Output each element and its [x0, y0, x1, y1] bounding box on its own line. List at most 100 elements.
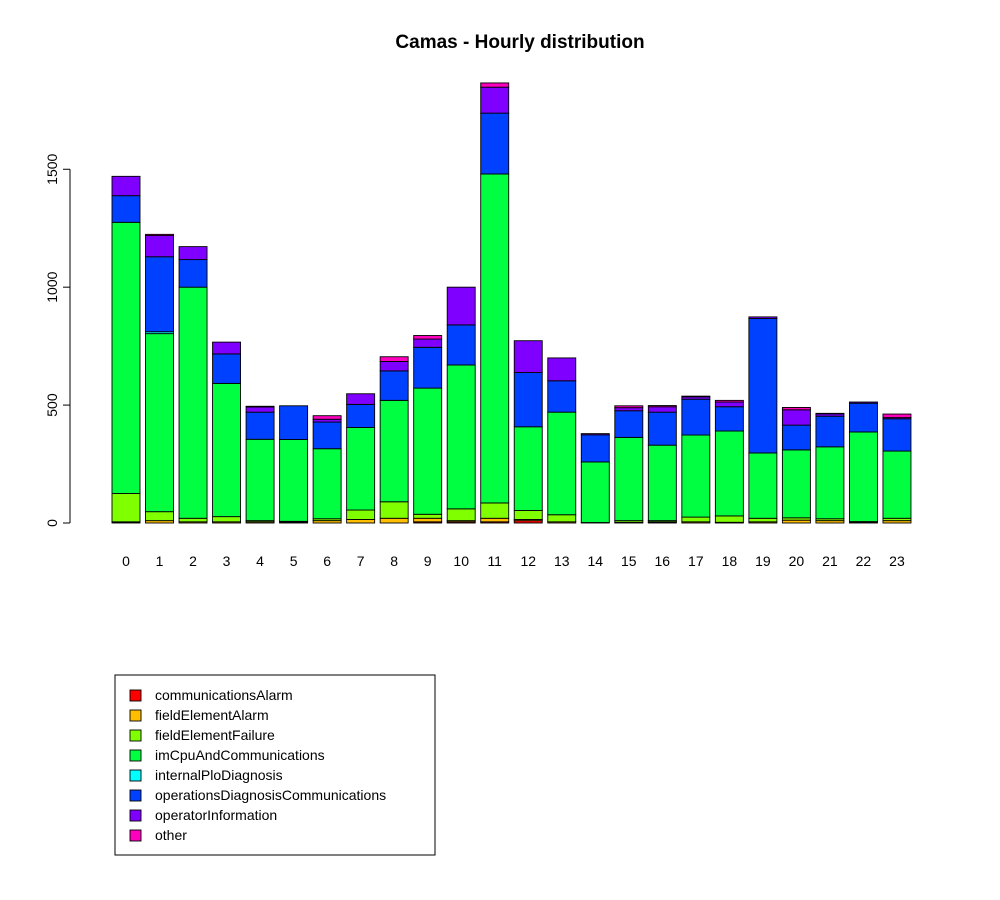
bar-segment — [714, 406, 744, 432]
bar-segment — [681, 395, 711, 398]
bar-segment — [111, 175, 141, 197]
bar-segment — [446, 324, 476, 366]
bar-segment — [480, 502, 510, 519]
bar-segment — [714, 515, 744, 523]
bar-segment — [580, 433, 610, 436]
bar-segment — [513, 510, 543, 520]
legend-label: fieldElementFailure — [155, 727, 275, 743]
bar-segment — [413, 346, 443, 389]
x-tick-label: 12 — [520, 553, 536, 569]
x-axis-labels: 0 1 2 3 4 5 6 7 8 9 10 11 12 13 14 15 16 17 18 19 20 21 22 23 — [122, 553, 905, 569]
bar-segment — [212, 382, 242, 518]
x-tick-label: 8 — [390, 553, 398, 569]
legend-label: other — [155, 827, 187, 843]
chart-title: Camas - Hourly distribution — [395, 32, 644, 53]
bar-segment — [748, 452, 778, 519]
x-tick-label: 17 — [688, 553, 704, 569]
legend-swatch — [129, 809, 142, 822]
legend-swatch — [129, 769, 142, 782]
bar-segment — [413, 338, 443, 348]
legend-label: communicationsAlarm — [155, 687, 293, 703]
bar-segment — [513, 340, 543, 373]
bar-segment — [413, 517, 443, 523]
x-tick-label: 13 — [554, 553, 570, 569]
bar-segment — [346, 427, 376, 511]
bar-segment — [212, 341, 242, 355]
y-tick-label: 1500 — [44, 153, 60, 184]
legend-label: operationsDiagnosisCommunications — [155, 787, 386, 803]
bar-segment — [480, 86, 510, 114]
bar-segment — [547, 357, 577, 382]
bar-segment — [547, 380, 577, 413]
bar-segment — [145, 333, 174, 513]
x-tick-label: 18 — [722, 553, 738, 569]
bar-segment — [446, 508, 476, 522]
bar-segment — [245, 405, 275, 408]
bar-segment — [647, 411, 677, 446]
y-tick-label: 500 — [44, 393, 60, 417]
legend-box — [114, 674, 436, 856]
bar-segment — [480, 173, 510, 504]
legend-swatch — [129, 729, 142, 742]
bar-segment — [681, 398, 711, 436]
bar-segment — [647, 406, 677, 413]
bar-segment — [446, 286, 476, 326]
x-tick-label: 3 — [223, 553, 231, 569]
bar-segment — [480, 517, 510, 523]
bar-segment — [379, 356, 409, 362]
x-tick-label: 0 — [122, 553, 130, 569]
bar-segment — [681, 434, 711, 518]
bar-segment — [882, 418, 912, 452]
bar-segment — [882, 413, 912, 419]
bar-segment — [379, 501, 409, 519]
bar-segment — [781, 449, 811, 519]
bar-segment — [145, 235, 174, 258]
bar-segment — [145, 256, 174, 333]
bar-segment — [212, 516, 242, 523]
bar-segment — [580, 434, 610, 463]
legend-swatch — [129, 829, 142, 842]
bar-segment — [312, 421, 342, 450]
legend-label: fieldElementAlarm — [155, 707, 269, 723]
y-tick-label: 0 — [44, 519, 60, 527]
legend-swatch — [129, 689, 142, 702]
x-tick-label: 2 — [189, 553, 197, 569]
legend-swatch — [129, 749, 142, 762]
bar-segment — [346, 403, 376, 428]
bar-segment — [547, 411, 577, 516]
bar-segment — [647, 405, 677, 408]
bar-segment — [346, 519, 376, 524]
bar-segment — [379, 517, 409, 524]
bar-segment — [379, 361, 409, 372]
bar-segment — [882, 450, 912, 519]
x-tick-label: 22 — [856, 553, 872, 569]
bar-segment — [781, 424, 811, 451]
bar-segment — [781, 409, 811, 426]
bars — [111, 82, 912, 524]
bar-segment — [379, 370, 409, 401]
x-tick-label: 11 — [487, 553, 502, 569]
x-tick-label: 14 — [587, 553, 603, 569]
bar-segment — [379, 399, 409, 503]
bar-segment — [145, 511, 174, 522]
x-tick-label: 6 — [323, 553, 331, 569]
bar-segment — [413, 387, 443, 515]
bar-segment — [513, 426, 543, 511]
bar-segment — [614, 436, 644, 522]
bar-segment — [346, 393, 376, 405]
legend-label: imCpuAndCommunications — [155, 747, 325, 763]
x-tick-label: 10 — [453, 553, 469, 569]
legend: communicationsAlarm fieldElementAlarm fiel… — [114, 674, 436, 856]
bar-segment — [312, 415, 342, 420]
bar-segment — [748, 316, 778, 319]
bar-segment — [815, 415, 845, 448]
x-tick-label: 23 — [889, 553, 905, 569]
bar-segment — [178, 259, 208, 288]
x-tick-label: 7 — [357, 553, 365, 569]
legend-swatch — [129, 709, 142, 722]
bar-segment — [178, 246, 208, 261]
bar-segment — [614, 405, 644, 409]
bar-segment — [714, 430, 744, 517]
legend-label: internalPloDiagnosis — [155, 767, 283, 783]
x-tick-label: 19 — [755, 553, 771, 569]
